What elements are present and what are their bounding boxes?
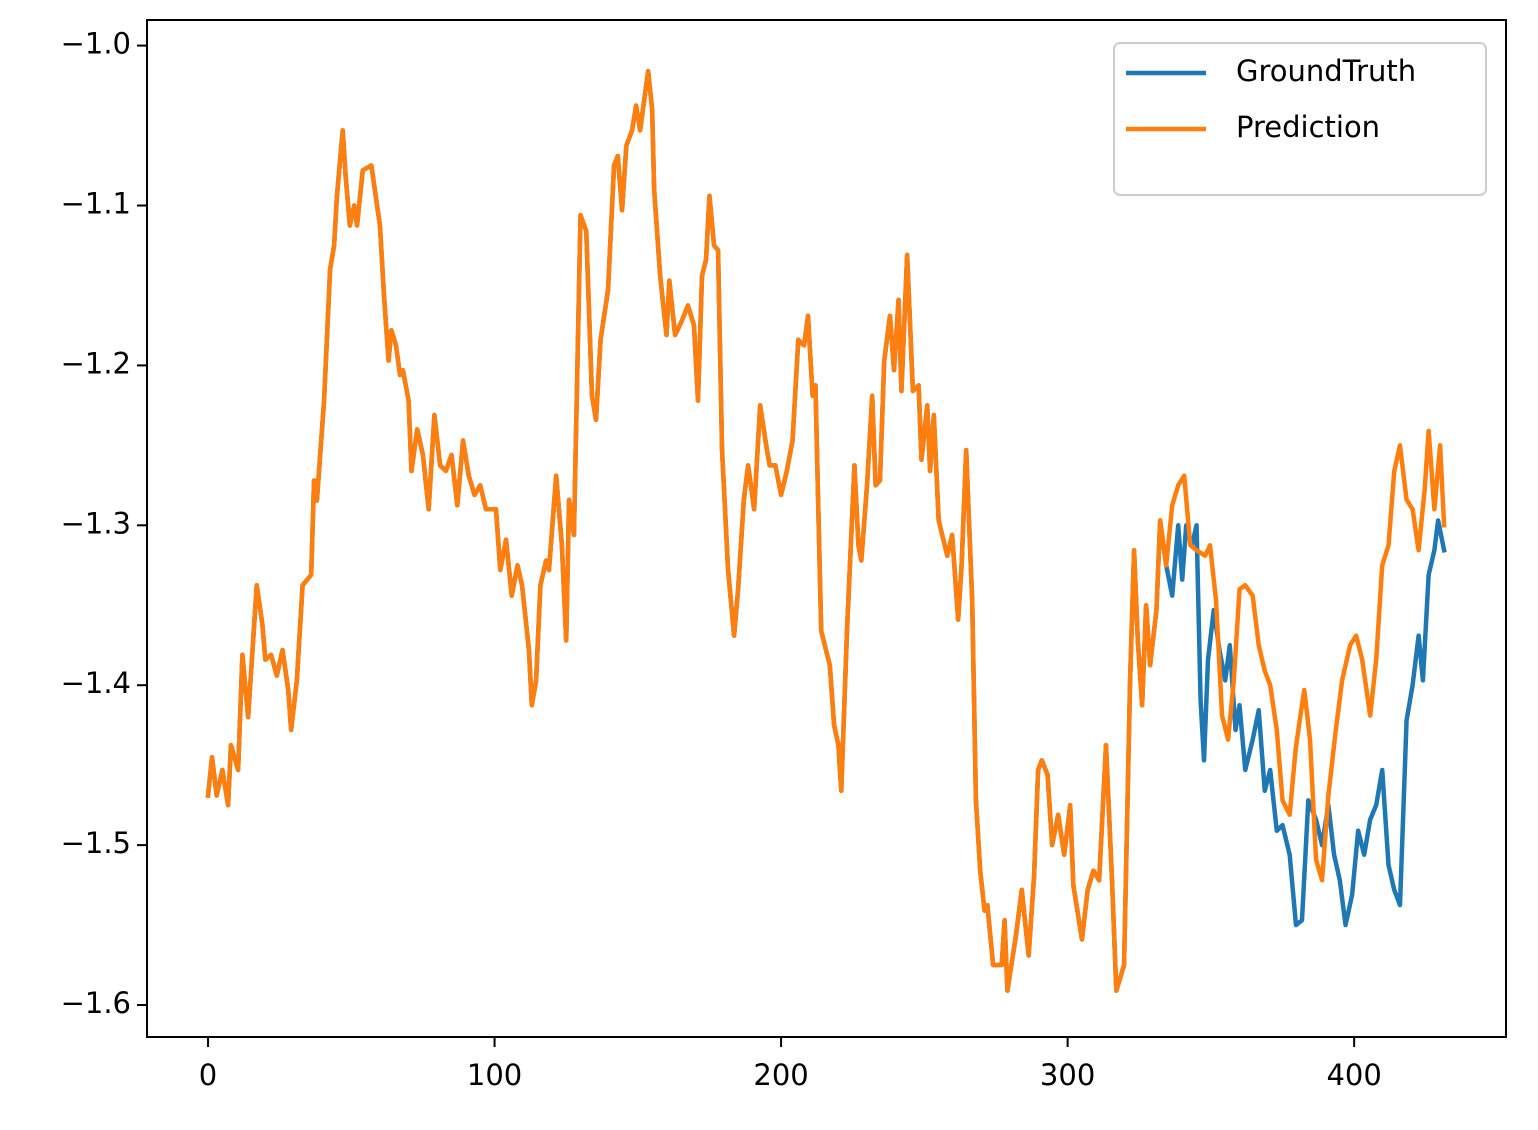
y-tick-label: −1.2 — [61, 346, 131, 380]
x-tick-label: 300 — [1040, 1058, 1095, 1092]
legend-label: GroundTruth — [1236, 54, 1416, 88]
legend-label: Prediction — [1236, 110, 1380, 144]
y-tick-label: −1.6 — [61, 986, 131, 1020]
data-line — [205, 68, 1447, 993]
y-tick-label: −1.0 — [61, 27, 131, 61]
legend-box — [1113, 42, 1487, 196]
x-tick-label: 200 — [753, 1058, 808, 1092]
x-tick-label: 0 — [199, 1058, 217, 1092]
y-tick-label: −1.1 — [61, 186, 131, 220]
plot-frame — [146, 19, 1507, 1038]
x-tick-label: 400 — [1326, 1058, 1381, 1092]
y-tick-label: −1.4 — [61, 666, 131, 700]
y-tick-label: −1.5 — [61, 826, 131, 860]
x-tick-label: 100 — [467, 1058, 522, 1092]
y-tick-label: −1.3 — [61, 506, 131, 540]
